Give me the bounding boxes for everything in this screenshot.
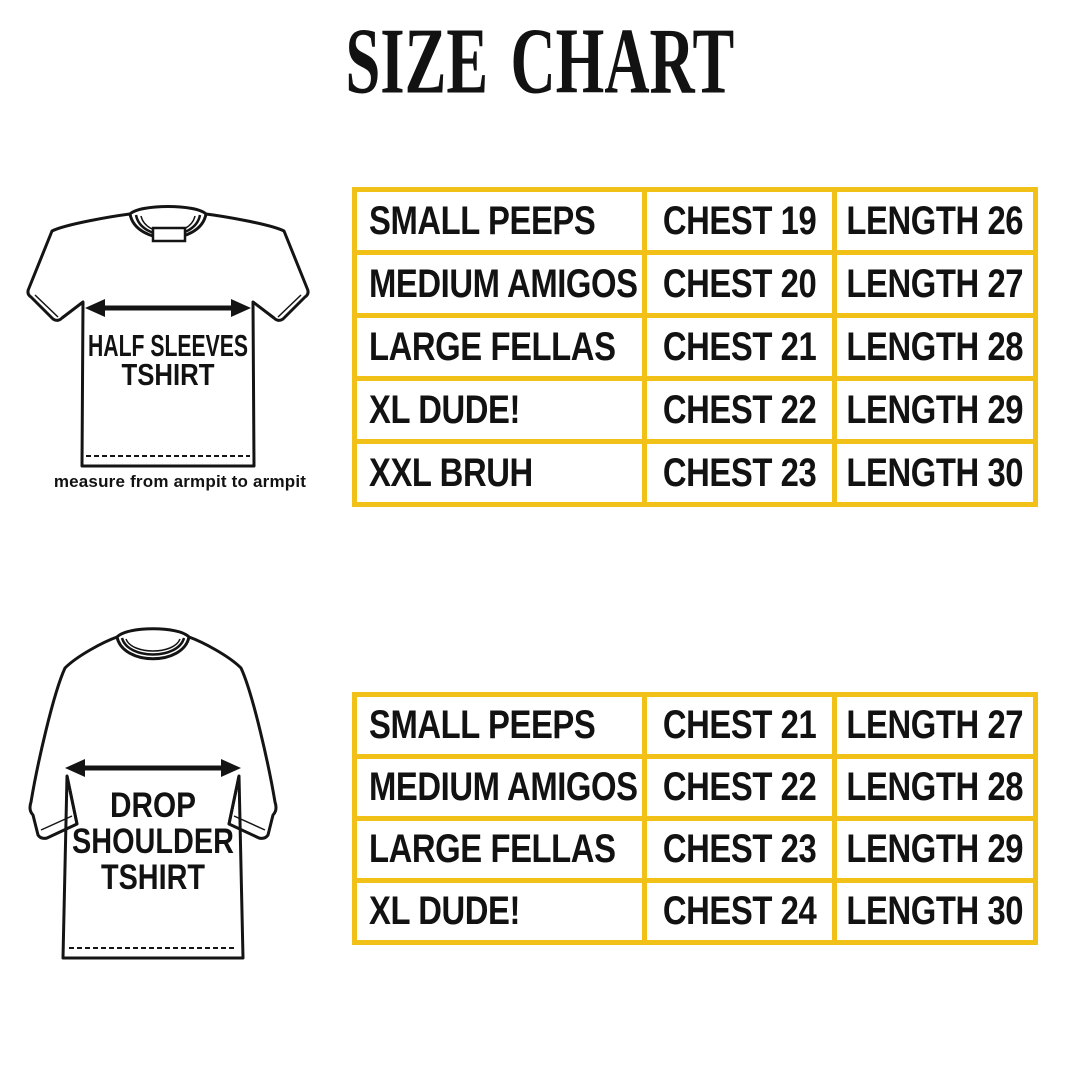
drop-shoulder-size-table: SMALL PEEPS CHEST 21 LENGTH 27 MEDIUM AM… (352, 692, 1038, 945)
tshirt-outline (26, 212, 310, 468)
collar-rib-line-2 (125, 638, 181, 652)
half-sleeves-size-table: SMALL PEEPS CHEST 19 LENGTH 26 MEDIUM AM… (352, 187, 1038, 507)
size-cell: MEDIUM AMIGOS (357, 255, 642, 313)
chest-cell: CHEST 21 (647, 697, 832, 754)
right-armpit-line (227, 775, 241, 825)
length-cell: LENGTH 29 (837, 381, 1033, 439)
size-cell: XL DUDE! (357, 381, 642, 439)
page-title-text: SIZE CHART (345, 8, 735, 113)
size-cell: LARGE FELLAS (357, 821, 642, 878)
length-cell: LENGTH 27 (837, 255, 1033, 313)
shirt-label-line-1: HALF SLEEVES (88, 328, 248, 363)
shirt-label-line-1: DROP (110, 786, 196, 825)
drop-shoulder-tshirt-figure: DROP SHOULDER TSHIRT (28, 627, 278, 960)
chest-cell: CHEST 20 (647, 255, 832, 313)
size-cell: SMALL PEEPS (357, 192, 642, 250)
collar-back-line (128, 205, 208, 216)
chest-cell: CHEST 23 (647, 444, 832, 502)
right-sleeve-stitch (233, 815, 266, 831)
collar-rib-line (120, 637, 186, 656)
chest-width-arrow (65, 759, 241, 777)
shirt-label-line-2: SHOULDER (72, 822, 234, 861)
length-cell: LENGTH 26 (837, 192, 1033, 250)
length-cell: LENGTH 27 (837, 697, 1033, 754)
tshirt-outline (28, 635, 278, 960)
chest-cell: CHEST 22 (647, 381, 832, 439)
length-cell: LENGTH 28 (837, 318, 1033, 376)
page-title: SIZE CHART (0, 8, 1080, 113)
shirt-label-line-2: TSHIRT (122, 357, 215, 392)
collar-back-line (115, 627, 191, 639)
size-cell: XXL BRUH (357, 444, 642, 502)
half-sleeves-tshirt-figure: HALF SLEEVES TSHIRT (26, 205, 310, 468)
left-sleeve-stitch (34, 294, 59, 318)
chest-cell: CHEST 22 (647, 759, 832, 816)
chest-cell: CHEST 24 (647, 883, 832, 940)
size-cell: SMALL PEEPS (357, 697, 642, 754)
chest-cell: CHEST 23 (647, 821, 832, 878)
left-armpit-line (65, 775, 79, 825)
length-cell: LENGTH 30 (837, 444, 1033, 502)
chest-cell: CHEST 19 (647, 192, 832, 250)
length-cell: LENGTH 28 (837, 759, 1033, 816)
size-cell: LARGE FELLAS (357, 318, 642, 376)
measure-caption: measure from armpit to armpit (53, 472, 307, 491)
chest-width-arrow (85, 299, 251, 317)
neck-tag (151, 226, 187, 243)
shirt-label-line-3: TSHIRT (101, 858, 205, 897)
left-sleeve-stitch (40, 815, 73, 831)
right-sleeve-stitch (277, 294, 302, 318)
size-cell: XL DUDE! (357, 883, 642, 940)
length-cell: LENGTH 30 (837, 883, 1033, 940)
size-cell: MEDIUM AMIGOS (357, 759, 642, 816)
length-cell: LENGTH 29 (837, 821, 1033, 878)
chest-cell: CHEST 21 (647, 318, 832, 376)
